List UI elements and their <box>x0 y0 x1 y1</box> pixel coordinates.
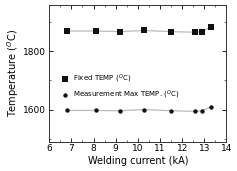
Fixed TEMP ($^{O}$C) <box>194 31 197 34</box>
Measurement Max TEMP. ($^{O}$C) <box>194 110 197 113</box>
Fixed TEMP ($^{O}$C) <box>209 25 213 28</box>
Measurement Max TEMP. ($^{O}$C) <box>200 109 204 112</box>
Measurement Max TEMP. ($^{O}$C) <box>65 109 69 112</box>
Fixed TEMP ($^{O}$C) <box>65 30 69 32</box>
Y-axis label: Temperature ($^{O}$C): Temperature ($^{O}$C) <box>5 29 21 117</box>
Measurement Max TEMP. ($^{O}$C) <box>118 109 122 112</box>
Fixed TEMP ($^{O}$C) <box>118 30 122 33</box>
Fixed TEMP ($^{O}$C) <box>200 30 204 33</box>
X-axis label: Welding current (kA): Welding current (kA) <box>88 156 188 166</box>
Legend: Fixed TEMP ($^{O}$C), Measurement Max TEMP. ($^{O}$C): Fixed TEMP ($^{O}$C), Measurement Max TE… <box>58 71 181 102</box>
Measurement Max TEMP. ($^{O}$C) <box>94 109 98 112</box>
Fixed TEMP ($^{O}$C) <box>143 29 146 32</box>
Fixed TEMP ($^{O}$C) <box>169 30 173 33</box>
Fixed TEMP ($^{O}$C) <box>94 30 98 32</box>
Measurement Max TEMP. ($^{O}$C) <box>143 108 146 111</box>
Measurement Max TEMP. ($^{O}$C) <box>209 105 213 108</box>
Measurement Max TEMP. ($^{O}$C) <box>169 109 173 112</box>
